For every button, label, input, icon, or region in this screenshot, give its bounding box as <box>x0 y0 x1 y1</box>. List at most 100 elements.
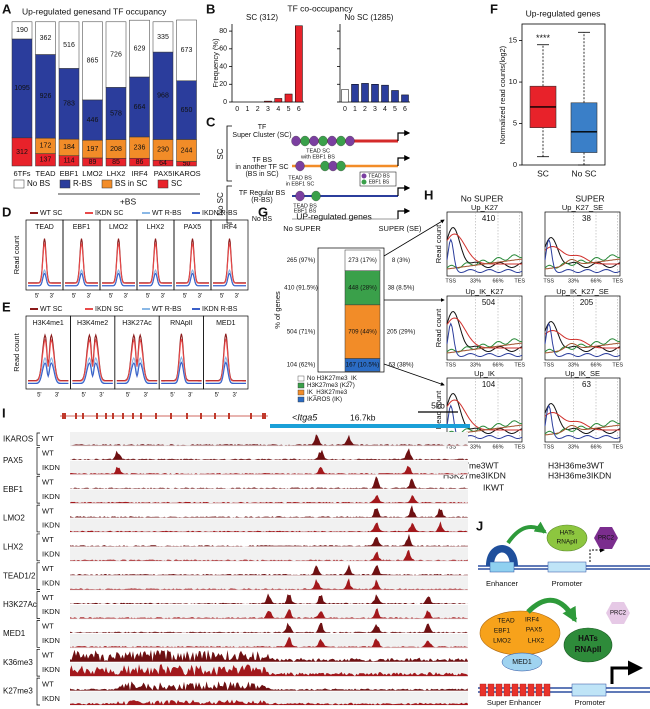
element-label: Promoter <box>575 698 606 707</box>
x-tick-label: 66% <box>492 278 503 284</box>
legend-label: H3K27me3 (K27) <box>307 382 355 389</box>
column-header: SUPER <box>575 193 604 203</box>
profile-curve <box>544 258 621 270</box>
promoter-box <box>547 561 587 573</box>
panel-subtitle: Up_K27 <box>471 203 498 212</box>
track-label: K27me3 <box>3 687 33 696</box>
signal-track <box>70 636 468 648</box>
binding-site <box>345 135 355 147</box>
value-label: 50 <box>183 161 191 168</box>
value-label: 650 <box>181 107 193 114</box>
exon <box>200 413 202 419</box>
tss-arrow <box>397 185 411 196</box>
panel-letter: E <box>2 299 11 314</box>
plot-frame <box>446 295 523 361</box>
super-enhancer-block <box>543 683 551 697</box>
panel-subtitle: MED1 <box>216 320 236 327</box>
tf-label: TEAD <box>497 618 515 625</box>
track-band <box>70 691 468 706</box>
condition-label: IKDN <box>42 578 60 587</box>
category-label: 6TFs <box>13 169 30 178</box>
track-label: EBF1 <box>3 485 24 494</box>
track-label: LMO2 <box>3 514 25 523</box>
diagram-label: TF BS <box>252 157 272 164</box>
group-label: No SC <box>216 192 225 216</box>
panel-subtitle: IRF4 <box>222 224 237 231</box>
value-label: 335 <box>157 34 169 41</box>
x-tick-label: 33% <box>470 278 481 284</box>
profile-curve <box>176 243 209 284</box>
condition-label: WT <box>42 622 54 631</box>
bar <box>264 100 272 103</box>
binding-site <box>300 135 310 147</box>
condition-label: IKDN <box>42 463 60 472</box>
plot-frame <box>544 295 621 361</box>
value-label: 926 <box>40 93 52 100</box>
signal-track <box>70 593 468 605</box>
tf-label: LMO2 <box>493 638 511 645</box>
y-axis-label: Read count <box>12 332 21 371</box>
track-label: K36me3 <box>3 658 33 667</box>
category-label: EBF1 <box>60 169 79 178</box>
complex-label: PRC2 <box>610 611 627 617</box>
x-tick-label: TES <box>612 278 623 284</box>
profile-curve <box>205 355 246 384</box>
y-tick-label: 10 <box>509 77 517 86</box>
condition-label: WT <box>42 434 54 443</box>
y-tick-label: 60 <box>219 46 227 53</box>
profile-curve <box>446 310 523 353</box>
signal-track <box>70 533 468 547</box>
profile-curve <box>161 355 202 384</box>
panel-subtitle: Up_IK <box>474 369 495 378</box>
value-label: 86 <box>136 159 144 166</box>
diagram-label: with EBF1 BS <box>300 154 335 160</box>
exon <box>75 413 77 419</box>
x-tick-label: 5' <box>72 294 76 300</box>
panel-subtitle: H3K27Ac <box>122 320 152 327</box>
condition-label: WT <box>42 593 54 602</box>
signal-track <box>70 622 468 633</box>
tf-label: PAX5 <box>526 627 543 634</box>
plot-frame <box>317 247 385 373</box>
condition-label: WT <box>42 506 54 515</box>
binding-site <box>320 160 330 172</box>
value-label: 783 <box>63 101 75 108</box>
x-tick-label: 33% <box>568 278 579 284</box>
profile-curve <box>139 243 172 284</box>
track-band <box>70 518 468 533</box>
count-label: 38 <box>582 214 591 223</box>
track-band <box>70 576 468 591</box>
legend-swatch <box>297 396 305 403</box>
bracket <box>36 432 40 446</box>
y-tick-label: 40 <box>219 63 227 70</box>
count-label: 63 <box>582 380 591 389</box>
count-label: 410 (91.5%) <box>284 284 318 291</box>
x-tick-label: 3 <box>373 106 377 113</box>
panel-title: Up-regulated genesand TF occupancy <box>22 6 167 16</box>
value-label: 184 <box>63 144 75 151</box>
x-tick-label: 5' <box>215 393 219 399</box>
bar-segment <box>82 21 103 101</box>
count-label: 38 (8.5%) <box>388 284 415 291</box>
super-enhancer-block <box>479 683 487 697</box>
exon <box>155 413 157 419</box>
profile-curve <box>544 254 621 269</box>
exon <box>250 413 252 419</box>
profile-curve <box>161 338 202 382</box>
profile-curve <box>544 420 621 435</box>
value-label: 629 <box>134 45 146 52</box>
legend-swatch <box>361 179 367 185</box>
profile-curve <box>213 243 246 284</box>
legend-label: SC <box>171 179 182 188</box>
x-tick-label: TSS <box>445 278 456 284</box>
value-label: 85 <box>112 159 120 166</box>
enhancer-box <box>489 561 515 573</box>
panel-subtitle: H3K4me2 <box>77 320 108 327</box>
x-tick-label: TES <box>514 444 525 450</box>
x-tick-label: 4 <box>276 106 280 113</box>
segment-label: 273 (17%) <box>348 257 377 264</box>
bar <box>401 94 409 103</box>
hat-complex <box>563 627 613 663</box>
signal-track <box>70 608 468 619</box>
x-tick-label: TSS <box>445 444 456 450</box>
